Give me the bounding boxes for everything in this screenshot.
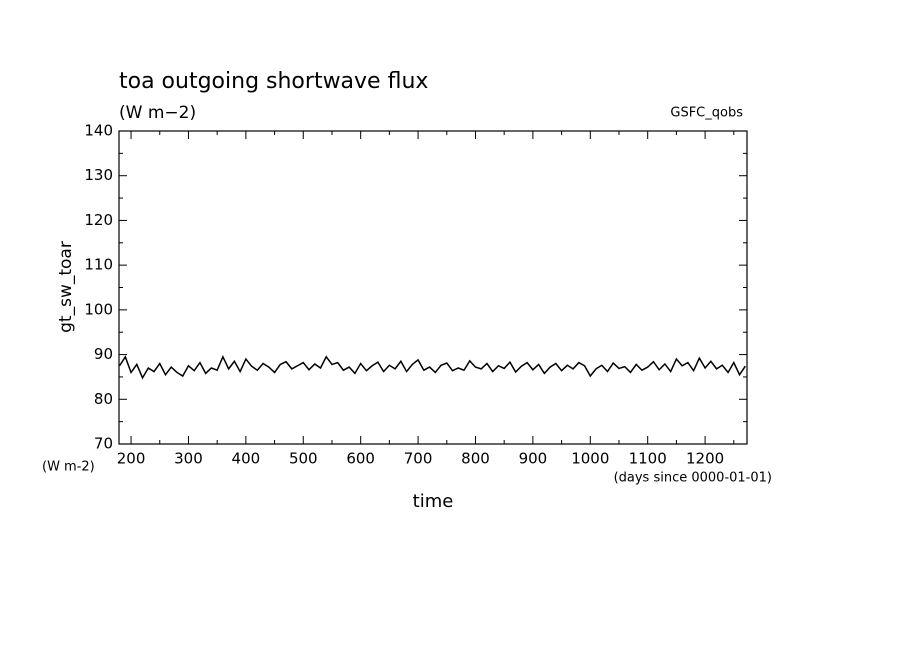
y-tick-label: 130 xyxy=(84,166,113,184)
y-tick-label: 100 xyxy=(84,300,113,318)
x-tick-label: 1000 xyxy=(571,450,609,468)
y-axis-label: gt_sw_toar xyxy=(56,241,76,333)
x-tick-label: 900 xyxy=(519,450,548,468)
x-tick-label: 500 xyxy=(289,450,318,468)
y-tick-label: 90 xyxy=(94,345,113,363)
y-tick-label: 140 xyxy=(84,122,113,140)
y-tick-label: 120 xyxy=(84,211,113,229)
y-tick-label: 110 xyxy=(84,256,113,274)
x-tick-label: 600 xyxy=(346,450,375,468)
plot-frame xyxy=(118,130,748,445)
data-line xyxy=(118,354,746,380)
x-tick-label: 300 xyxy=(174,450,203,468)
y-tick-label: 80 xyxy=(94,390,113,408)
chart-subtitle: (W m−2) xyxy=(119,103,196,123)
x-tick-label: 700 xyxy=(404,450,433,468)
x-tick-label: 800 xyxy=(461,450,490,468)
x-axis-label: time xyxy=(413,491,454,512)
x-tick-label: 200 xyxy=(117,450,146,468)
x-tick-label: 1100 xyxy=(629,450,667,468)
x-unit-note: (days since 0000-01-01) xyxy=(614,471,772,486)
x-tick-label: 1200 xyxy=(686,450,724,468)
y-unit-note: (W m-2) xyxy=(42,460,95,475)
chart-title: toa outgoing shortwave flux xyxy=(119,69,428,94)
y-tick-label: 70 xyxy=(94,435,113,453)
source-label: GSFC_qobs xyxy=(670,106,743,121)
x-tick-label: 400 xyxy=(232,450,261,468)
